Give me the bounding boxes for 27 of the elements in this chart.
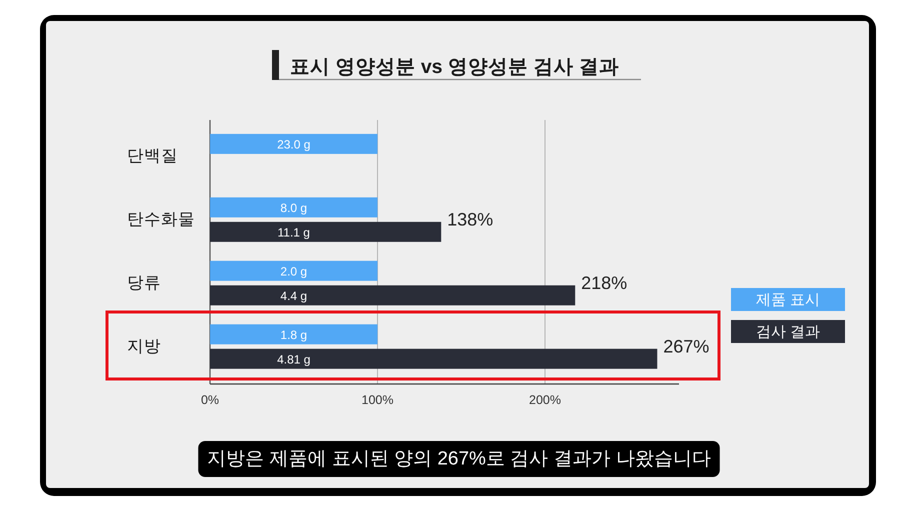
- data-label: 218%: [581, 273, 628, 294]
- legend: 제품 표시 검사 결과: [731, 288, 845, 343]
- bar: [210, 222, 442, 242]
- bar: [210, 348, 658, 369]
- annotation: 2.0 g: [280, 264, 308, 278]
- bar: [210, 197, 378, 218]
- annotation: 11.1 g: [278, 225, 310, 240]
- annotation: 4.4 g: [280, 288, 308, 303]
- data-label: 138%: [447, 210, 494, 230]
- bar: [210, 134, 378, 154]
- bar: [210, 260, 378, 281]
- caption: 지방은 제품에 표시된 양의 267%로 검사 결과가 나왔습니다: [198, 441, 720, 477]
- annotation: 1.8 g: [280, 328, 308, 342]
- y-tick-label: 지방: [127, 338, 161, 356]
- bar: [210, 285, 576, 306]
- y-tick-label: 탄수화물: [127, 210, 195, 229]
- x-tick-label: 100%: [362, 393, 394, 407]
- annotation: 8.0 g: [280, 200, 308, 215]
- x-tick-label: 200%: [529, 393, 561, 407]
- y-tick-label: 단백질: [127, 147, 178, 166]
- annotation: 23.0 g: [277, 137, 310, 152]
- bar: [210, 324, 378, 344]
- annotation: 4.81 g: [277, 352, 310, 366]
- data-label: 267%: [663, 336, 710, 357]
- x-tick-label: 0%: [200, 393, 220, 407]
- chart-title: 표시 영양성분 vs 영양성분 검사 결과: [290, 56, 619, 78]
- y-tick-label: 당류: [127, 274, 161, 292]
